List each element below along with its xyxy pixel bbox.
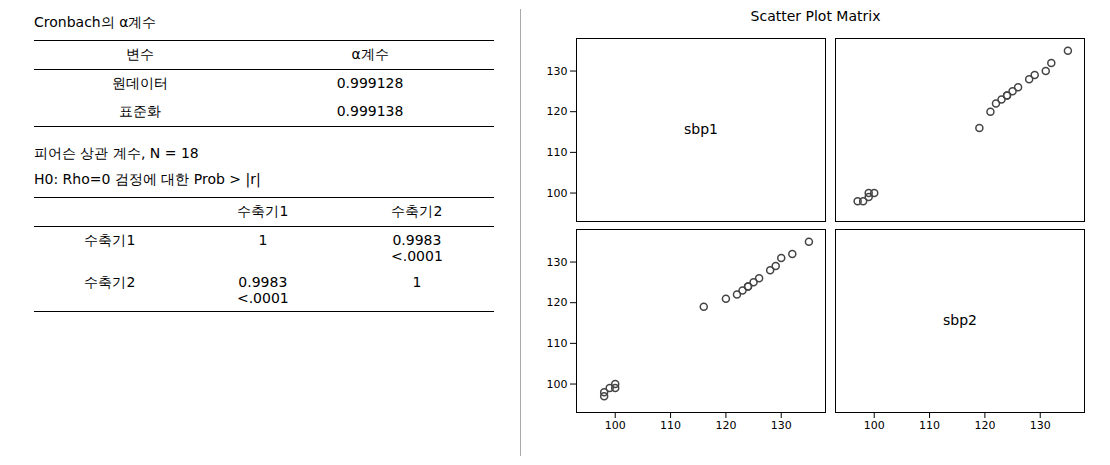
svg-text:130: 130 [546, 256, 567, 269]
html-text:수축기2: 수축기2 [84, 274, 136, 290]
svg-text:sbp2: sbp2 [943, 312, 977, 328]
html-text:0.9983: 0.9983 [392, 232, 442, 248]
html-text:수축기1: 수축기1 [84, 232, 136, 248]
html-text:변수: 변수 [126, 46, 154, 62]
html-text:<.0001: <.0001 [391, 248, 443, 264]
svg-text:110: 110 [919, 419, 940, 432]
svg-text:120: 120 [546, 296, 567, 309]
svg-text:120: 120 [546, 105, 567, 118]
html-text:수축기1: 수축기1 [237, 203, 289, 219]
html-text:0.9983: 0.9983 [238, 274, 288, 290]
html-text:α계수: α계수 [351, 46, 389, 62]
html-text:원데이터: 원데이터 [112, 75, 168, 91]
svg-text:100: 100 [546, 378, 567, 391]
svg-text:130: 130 [1029, 419, 1050, 432]
svg-text:110: 110 [546, 337, 567, 350]
html-text:0.999128: 0.999128 [336, 75, 404, 91]
svg-text:110: 110 [546, 146, 567, 159]
html-text:1: 1 [258, 232, 268, 248]
html-text:피어슨 상관 계수, N = 18: 피어슨 상관 계수, N = 18 [34, 145, 199, 161]
svg-text:120: 120 [715, 419, 736, 432]
html-text:1: 1 [412, 274, 422, 290]
html-text:Scatter Plot Matrix: Scatter Plot Matrix [750, 8, 881, 24]
svg-text:sbp1: sbp1 [684, 121, 718, 137]
html-text:수축기2: 수축기2 [391, 203, 443, 219]
svg-text:120: 120 [974, 419, 995, 432]
html-text:H0: Rho=0 검정에 대한 Prob > |r|: H0: Rho=0 검정에 대한 Prob > |r| [34, 171, 261, 187]
html-text:표준화: 표준화 [119, 103, 161, 119]
svg-text:130: 130 [770, 419, 791, 432]
svg-text:100: 100 [546, 187, 567, 200]
svg-text:110: 110 [660, 419, 681, 432]
svg-text:130: 130 [546, 65, 567, 78]
html-text:0.999138: 0.999138 [336, 103, 404, 119]
svg-text:100: 100 [863, 419, 884, 432]
svg-text:100: 100 [604, 419, 625, 432]
html-text:<.0001: <.0001 [236, 290, 289, 306]
html-text:Cronbach의 α계수: Cronbach의 α계수 [34, 14, 157, 30]
